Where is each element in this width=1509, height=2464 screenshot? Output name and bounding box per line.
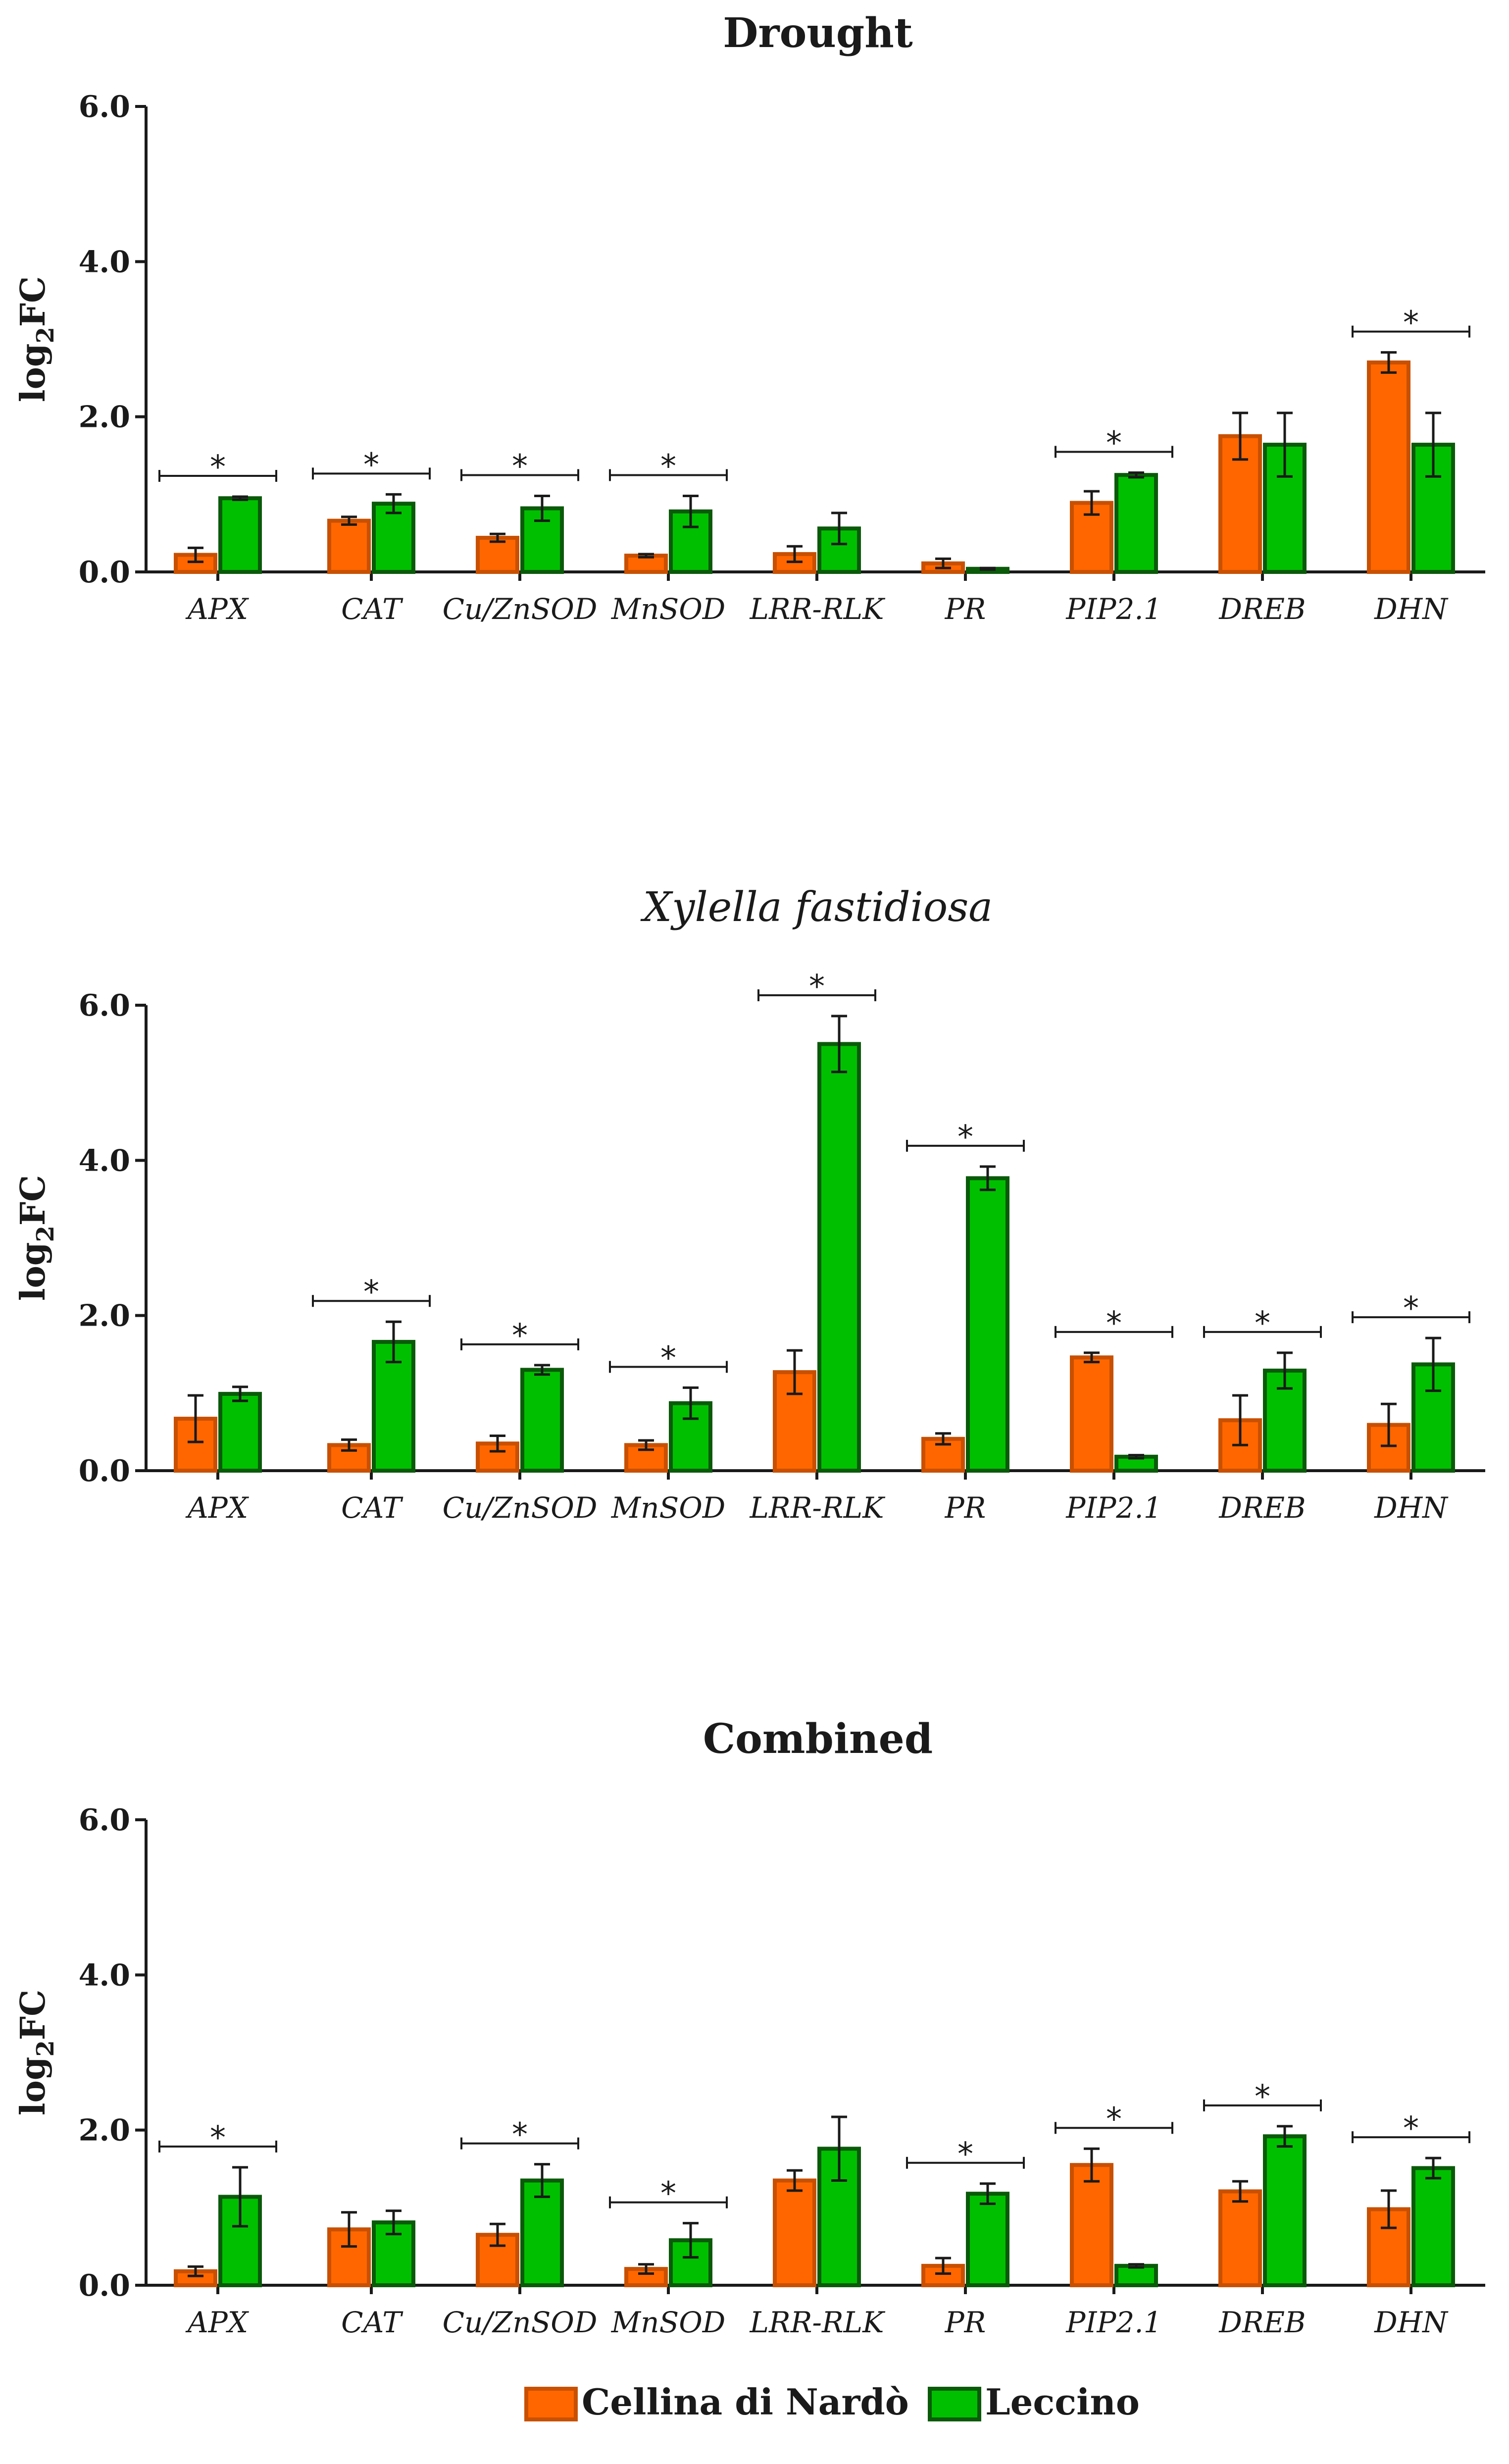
x-tick-label: DREB	[1218, 1491, 1306, 1525]
significance-star: *	[660, 2176, 676, 2212]
x-tick-label: APX	[185, 1491, 250, 1525]
bar	[1263, 443, 1307, 574]
significance-star: *	[1403, 305, 1419, 342]
y-tick-label: 0.0	[79, 555, 130, 590]
significance-star: *	[1106, 425, 1122, 462]
legend-label-leccino: Leccino	[985, 2381, 1140, 2423]
x-tick-label: LRR-RLK	[750, 1491, 886, 1525]
significance-star: *	[1255, 2079, 1270, 2115]
bar	[773, 2178, 816, 2287]
bar	[218, 1391, 262, 1473]
bar	[1411, 1362, 1455, 1473]
significance-star: *	[512, 2117, 528, 2154]
y-axis-label: log2FC	[13, 1175, 59, 1301]
bar	[218, 496, 262, 574]
significance-star: *	[1403, 1290, 1419, 1327]
x-tick-label: PR	[945, 2306, 986, 2339]
bar	[817, 2147, 861, 2287]
bar	[1367, 360, 1410, 574]
y-tick-label: 0.0	[79, 2268, 130, 2303]
significance-star: *	[512, 448, 528, 485]
bar	[1218, 2189, 1262, 2287]
x-tick-label: Cu/ZnSOD	[443, 2306, 598, 2339]
significance-star: *	[1403, 2110, 1419, 2147]
bar	[372, 1339, 415, 1473]
x-tick-label: CAT	[341, 592, 403, 626]
bar	[1114, 473, 1158, 574]
bar	[1070, 501, 1113, 574]
significance-star: *	[660, 1340, 676, 1377]
x-tick-label: LRR-RLK	[750, 592, 886, 626]
y-tick-label: 2.0	[79, 1299, 130, 1334]
x-tick-label: DHN	[1374, 1491, 1449, 1525]
x-tick-label: CAT	[341, 1491, 403, 1525]
x-tick-label: DHN	[1374, 2306, 1449, 2339]
x-tick-label: APX	[185, 2306, 250, 2339]
x-tick-label: CAT	[341, 2306, 403, 2339]
bar	[966, 2192, 1009, 2287]
significance-star: *	[1255, 1305, 1270, 1342]
chart-title: Combined	[703, 1715, 933, 1763]
y-axis-label: log2FC	[13, 276, 59, 403]
y-tick-label: 6.0	[79, 90, 130, 124]
y-tick-label: 4.0	[79, 1958, 130, 1993]
x-tick-label: DREB	[1218, 592, 1306, 626]
bar	[1070, 2163, 1113, 2287]
legend-swatch-leccino	[928, 2387, 981, 2421]
y-tick-label: 6.0	[79, 1803, 130, 1838]
legend-swatch-cellina	[524, 2387, 578, 2421]
significance-star: *	[512, 1318, 528, 1354]
y-tick-label: 0.0	[79, 1454, 130, 1489]
bar	[476, 536, 519, 574]
chart-title: Xylella fastidiosa	[640, 884, 993, 931]
x-tick-label: Cu/ZnSOD	[443, 592, 598, 626]
x-tick-label: PIP2.1	[1065, 1491, 1161, 1525]
significance-star: *	[1106, 2101, 1122, 2138]
bar	[520, 1368, 564, 1473]
chart-title: Drought	[723, 9, 913, 57]
significance-star: *	[809, 969, 825, 1005]
legend: Cellina di Nardò Leccino	[524, 2381, 1140, 2423]
x-tick-label: MnSOD	[611, 592, 726, 626]
y-tick-label: 2.0	[79, 400, 130, 435]
bar	[817, 1042, 861, 1473]
significance-star: *	[210, 449, 226, 486]
legend-label-cellina: Cellina di Nardò	[582, 2381, 909, 2423]
x-tick-label: PR	[945, 592, 986, 626]
x-tick-label: MnSOD	[611, 2306, 726, 2339]
y-tick-label: 6.0	[79, 988, 130, 1023]
x-tick-label: PIP2.1	[1065, 592, 1161, 626]
significance-star: *	[1106, 1305, 1122, 1342]
y-tick-label: 2.0	[79, 2113, 130, 2148]
x-tick-label: PIP2.1	[1065, 2306, 1161, 2339]
bar	[327, 518, 371, 574]
significance-star: *	[957, 2136, 973, 2173]
chart-panel-3: Combined log2FC 0.0 2.0 4.0 6.0 APX CAT Cu/ZnSOD…	[13, 1715, 1485, 2339]
bar	[1114, 2263, 1158, 2288]
x-tick-label: APX	[185, 592, 250, 626]
y-tick-label: 4.0	[79, 245, 130, 279]
y-axis-label: log2FC	[13, 1990, 59, 2116]
chart-panel-1: Drought log2FC 0.0 2.0 4.0 6.0 APX CAT Cu/ZnSOD M…	[13, 9, 1485, 626]
significance-star: *	[957, 1119, 973, 1156]
y-tick-label: 4.0	[79, 1143, 130, 1178]
x-tick-label: DHN	[1374, 592, 1449, 626]
x-tick-label: Cu/ZnSOD	[443, 1491, 598, 1525]
significance-star: *	[363, 1274, 379, 1311]
bar	[966, 1176, 1009, 1473]
significance-star: *	[363, 447, 379, 483]
bar	[1263, 2134, 1307, 2288]
significance-star: *	[660, 448, 676, 485]
bar	[1114, 1454, 1158, 1473]
x-tick-label: DREB	[1218, 2306, 1306, 2339]
bar	[1411, 2166, 1455, 2287]
bar	[1070, 1355, 1113, 1473]
x-tick-label: MnSOD	[611, 1491, 726, 1525]
x-tick-label: PR	[945, 1491, 986, 1525]
chart-panel-2: Xylella fastidiosa log2FC 0.0 2.0 4.0 6.0 APX C…	[13, 884, 1485, 1525]
bar	[372, 502, 415, 574]
significance-star: *	[210, 2120, 226, 2156]
x-tick-label: LRR-RLK	[750, 2306, 886, 2339]
